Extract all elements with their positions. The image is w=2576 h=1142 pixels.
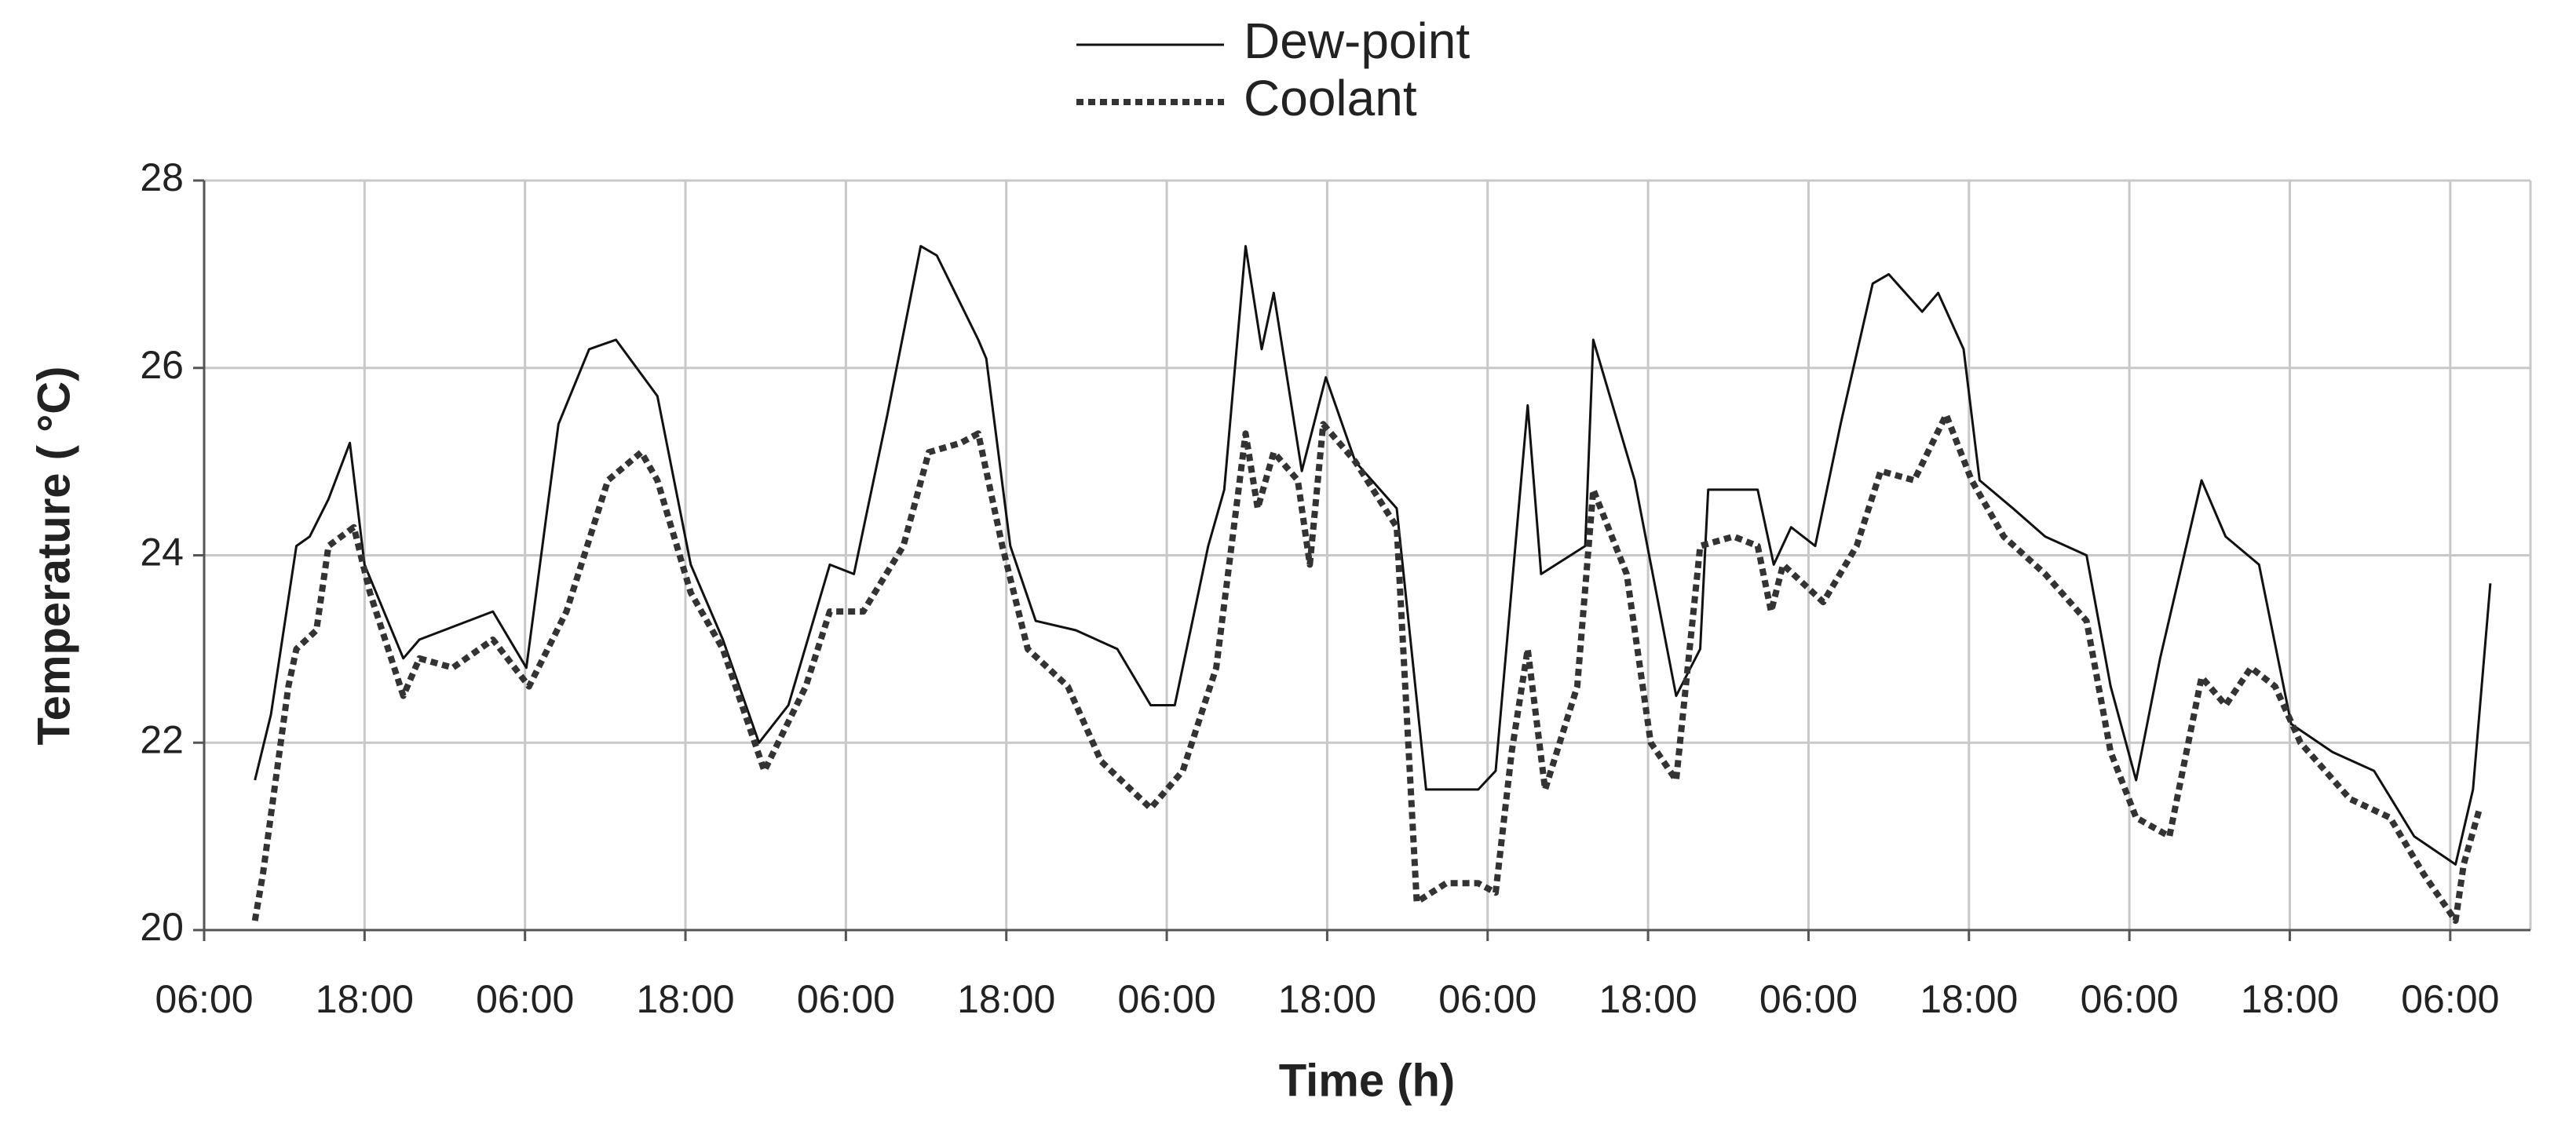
x-tick-label: 18:00 — [2241, 977, 2339, 1021]
y-tick-label: 26 — [140, 343, 184, 387]
x-tick-label: 06:00 — [155, 977, 253, 1021]
y-tick-label: 22 — [140, 717, 184, 761]
x-axis-title: Time (h) — [1279, 1055, 1456, 1106]
x-tick-label: 18:00 — [1920, 977, 2018, 1021]
y-axis-title: Temperature ( °C) — [28, 367, 79, 746]
legend-label: Dew-point — [1244, 13, 1470, 69]
legend-label: Coolant — [1244, 70, 1417, 126]
x-tick-label: 18:00 — [1278, 977, 1376, 1021]
x-tick-label: 18:00 — [957, 977, 1055, 1021]
x-tick-label: 18:00 — [316, 977, 414, 1021]
y-tick-label: 28 — [140, 155, 184, 199]
x-tick-label: 06:00 — [797, 977, 895, 1021]
x-tick-label: 06:00 — [1438, 977, 1536, 1021]
x-tick-label: 06:00 — [2081, 977, 2179, 1021]
x-tick-label: 06:00 — [476, 977, 574, 1021]
x-tick-label: 06:00 — [1118, 977, 1216, 1021]
x-tick-label: 18:00 — [1599, 977, 1697, 1021]
series-line — [251, 411, 2483, 925]
y-tick-label: 20 — [140, 905, 184, 949]
x-tick-label: 06:00 — [1759, 977, 1858, 1021]
x-tick-label: 18:00 — [636, 977, 734, 1021]
x-tick-label: 06:00 — [2401, 977, 2499, 1021]
y-tick-label: 24 — [140, 531, 184, 575]
